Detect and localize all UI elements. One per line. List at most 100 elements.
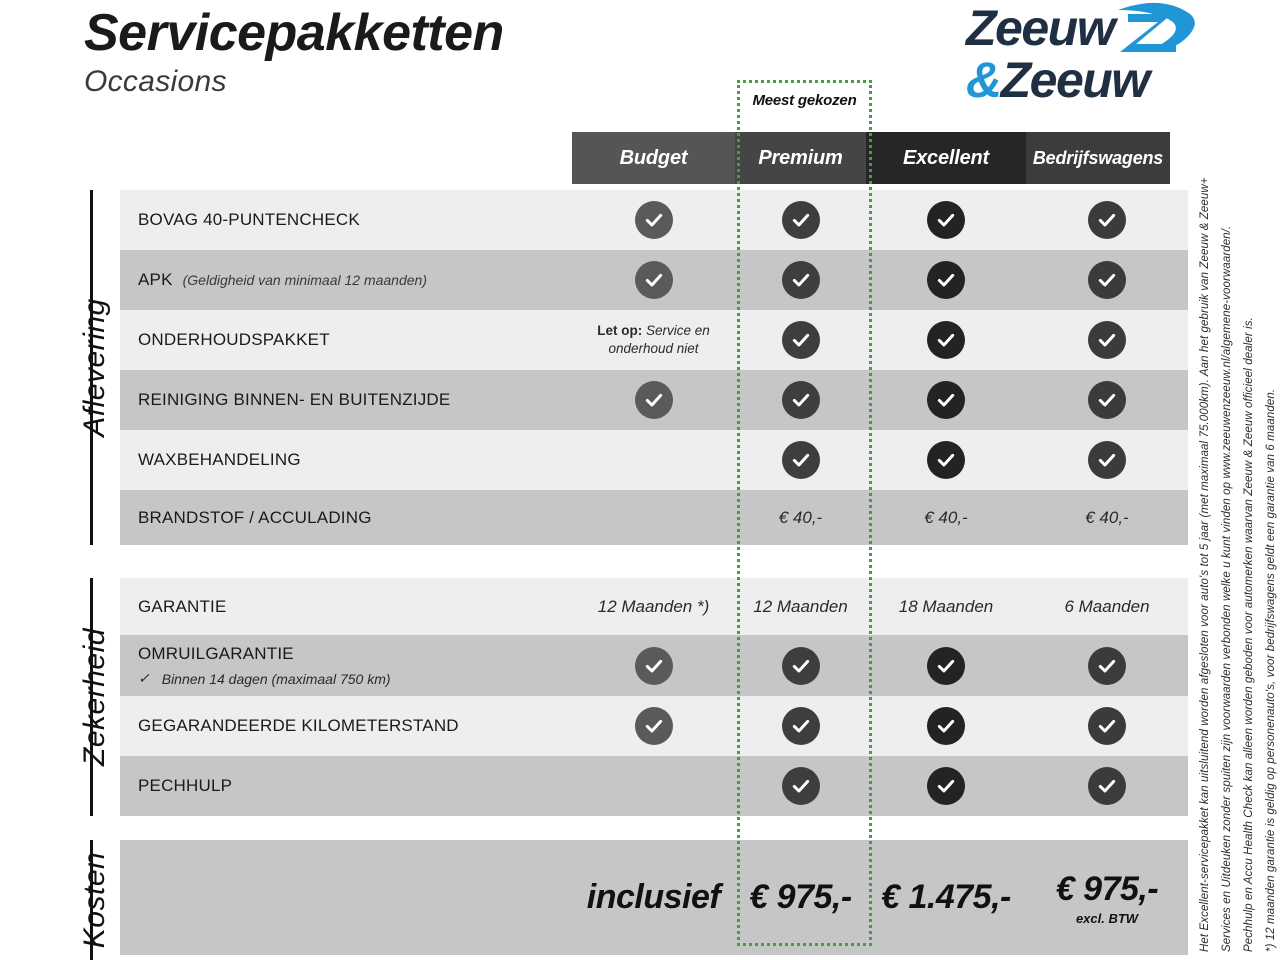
check-icon bbox=[1088, 646, 1126, 685]
letop-note: Let op: Service en onderhoud niet bbox=[572, 322, 735, 358]
cell-budget bbox=[572, 250, 735, 310]
cell-budget: Let op: Service en onderhoud niet bbox=[572, 310, 735, 370]
section-label-kosten: Kosten bbox=[78, 851, 111, 949]
row-label: REINIGING BINNEN- EN BUITENZIJDE bbox=[138, 390, 451, 409]
table-row: ONDERHOUDSPAKKET Let op: Service en onde… bbox=[120, 310, 1188, 370]
check-icon bbox=[927, 441, 965, 479]
legal-disclaimer: Het Excellent-servicepakket kan uitsluit… bbox=[1194, 128, 1280, 952]
letop-text: Service en onderhoud niet bbox=[608, 322, 710, 356]
check-icon bbox=[1088, 381, 1126, 419]
row-label-cell: WAXBEHANDELING bbox=[120, 450, 572, 470]
cell-bedrijfswagens: € 40,- bbox=[1085, 507, 1129, 527]
cell-excellent bbox=[866, 696, 1026, 756]
section-zekerheid: GARANTIE 12 Maanden *) 12 Maanden 18 Maa… bbox=[120, 578, 1188, 816]
section-label-aflevering: Aflevering bbox=[78, 298, 111, 437]
row-label-cell: BOVAG 40-PUNTENCHECK bbox=[120, 210, 572, 230]
check-icon bbox=[781, 381, 820, 419]
cell-excellent bbox=[866, 190, 1026, 250]
cell-budget bbox=[572, 490, 735, 545]
check-icon bbox=[927, 201, 965, 239]
column-header-budget[interactable]: Budget bbox=[572, 132, 735, 184]
logo-text-zeeuw-top: Zeeuw bbox=[966, 0, 1116, 56]
section-rule-aflevering bbox=[90, 190, 93, 545]
letop-bold: Let op: bbox=[597, 322, 643, 338]
row-label-note: (Geldigheid van minimaal 12 maanden) bbox=[182, 272, 427, 288]
cell-bedrijfswagens: 6 Maanden bbox=[1064, 596, 1150, 616]
logo-line-2: &Zeeuw bbox=[966, 54, 1196, 106]
check-icon bbox=[781, 767, 820, 805]
table-row: GEGARANDEERDE KILOMETERSTAND bbox=[120, 696, 1188, 756]
column-header-excellent[interactable]: Excellent bbox=[866, 132, 1026, 184]
price-budget: inclusief bbox=[572, 878, 735, 917]
check-icon bbox=[1088, 441, 1126, 479]
cell-bedrijfswagens bbox=[1026, 250, 1188, 310]
cell-premium: 12 Maanden bbox=[753, 596, 848, 616]
cell-budget bbox=[572, 696, 735, 756]
row-sublabel-text: Binnen 14 dagen (maximaal 750 km) bbox=[161, 670, 391, 687]
price-bedrijfswagens: € 975,- excl. BTW bbox=[1026, 870, 1188, 926]
legal-line-4: *) 12 maanden garantie is geldig op pers… bbox=[1265, 388, 1278, 952]
column-header-premium[interactable]: Premium bbox=[735, 132, 866, 184]
cell-excellent bbox=[866, 635, 1026, 696]
check-icon bbox=[927, 261, 965, 299]
check-icon bbox=[634, 646, 673, 685]
row-label-cell: APK (Geldigheid van minimaal 12 maanden) bbox=[120, 270, 572, 290]
check-icon bbox=[781, 707, 820, 745]
price-bedrijfswagens-value: € 975,- bbox=[1055, 869, 1159, 908]
column-header-bedrijfswagens[interactable]: Bedrijfswagens bbox=[1026, 132, 1170, 184]
check-icon bbox=[1088, 201, 1126, 239]
cell-bedrijfswagens bbox=[1026, 756, 1188, 816]
legal-disclaimer-inner: Het Excellent-servicepakket kan uitsluit… bbox=[1194, 128, 1280, 952]
price-excellent: € 1.475,- bbox=[866, 878, 1026, 917]
tick-icon: ✓ bbox=[138, 670, 150, 686]
price-premium: € 975,- bbox=[735, 878, 866, 917]
row-label-cell: GEGARANDEERDE KILOMETERSTAND bbox=[120, 716, 572, 736]
cell-premium bbox=[735, 310, 866, 370]
check-icon bbox=[781, 261, 820, 299]
row-label: GEGARANDEERDE KILOMETERSTAND bbox=[138, 716, 459, 735]
cell-excellent bbox=[866, 430, 1026, 490]
check-icon bbox=[927, 381, 965, 419]
row-label: ONDERHOUDSPAKKET bbox=[138, 330, 330, 349]
table-row: BOVAG 40-PUNTENCHECK bbox=[120, 190, 1188, 250]
check-icon bbox=[1088, 261, 1126, 299]
table-row: BRANDSTOF / ACCULADING € 40,- € 40,- € 4… bbox=[120, 490, 1188, 545]
row-label: WAXBEHANDELING bbox=[138, 450, 301, 469]
cell-excellent: 18 Maanden bbox=[898, 596, 994, 616]
cell-premium bbox=[735, 430, 866, 490]
check-icon bbox=[927, 767, 965, 805]
check-icon bbox=[927, 646, 965, 685]
cell-excellent: € 40,- bbox=[924, 507, 968, 527]
table-row: REINIGING BINNEN- EN BUITENZIJDE bbox=[120, 370, 1188, 430]
check-icon bbox=[781, 646, 820, 685]
table-row: OMRUILGARANTIE ✓ Binnen 14 dagen (maxima… bbox=[120, 635, 1188, 696]
most-chosen-label: Meest gekozen bbox=[752, 92, 857, 109]
row-label-cell: OMRUILGARANTIE ✓ Binnen 14 dagen (maxima… bbox=[120, 644, 572, 687]
cell-premium bbox=[735, 635, 866, 696]
cell-excellent bbox=[866, 250, 1026, 310]
cell-bedrijfswagens bbox=[1026, 310, 1188, 370]
cell-bedrijfswagens bbox=[1026, 190, 1188, 250]
legal-line-1: Het Excellent-servicepakket kan uitsluit… bbox=[1199, 177, 1211, 952]
logo-text-zeeuw-bottom: Zeeuw bbox=[1000, 52, 1151, 108]
row-label: OMRUILGARANTIE bbox=[138, 644, 294, 663]
row-label: BRANDSTOF / ACCULADING bbox=[138, 507, 372, 527]
row-label: PECHHULP bbox=[138, 776, 233, 795]
check-icon bbox=[927, 321, 965, 359]
check-icon bbox=[927, 707, 965, 745]
page-title: Servicepakketten bbox=[84, 4, 504, 62]
page-title-block: Servicepakketten Occasions bbox=[84, 6, 504, 99]
check-icon bbox=[634, 381, 673, 419]
cell-premium bbox=[735, 756, 866, 816]
cell-bedrijfswagens bbox=[1026, 696, 1188, 756]
cell-budget bbox=[572, 756, 735, 816]
row-label: GARANTIE bbox=[138, 596, 227, 616]
row-label: BOVAG 40-PUNTENCHECK bbox=[138, 210, 360, 229]
cell-premium bbox=[735, 190, 866, 250]
table-row: WAXBEHANDELING bbox=[120, 430, 1188, 490]
cell-bedrijfswagens bbox=[1026, 430, 1188, 490]
check-icon bbox=[634, 707, 673, 745]
table-row: PECHHULP bbox=[120, 756, 1188, 816]
column-header-bar: Budget Premium Excellent Bedrijfswagens bbox=[572, 132, 1170, 184]
